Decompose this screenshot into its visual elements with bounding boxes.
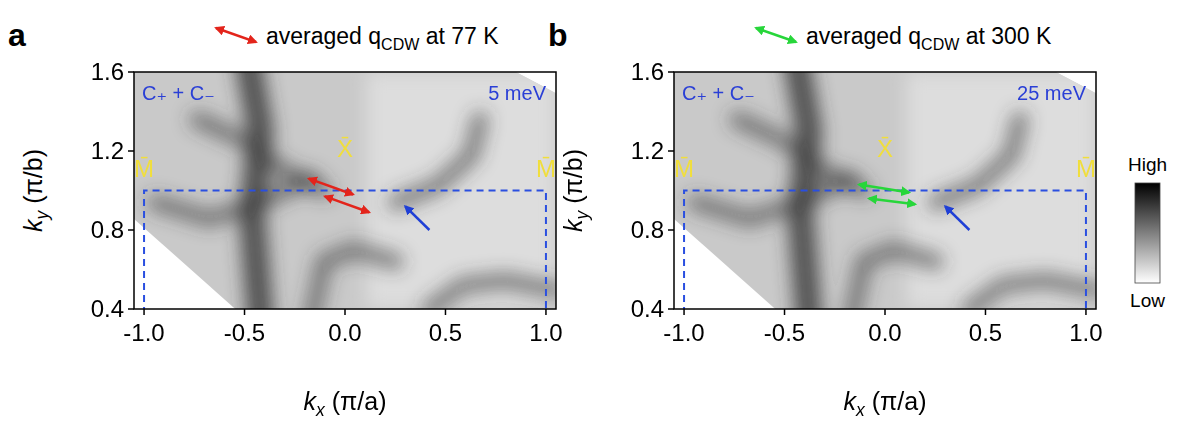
colorbar-low: Low	[1130, 290, 1165, 311]
x-tick	[1085, 309, 1087, 315]
colorbar-high: High	[1128, 154, 1167, 175]
x-tick-label: -1.0	[123, 319, 164, 346]
map-label: C₊ + C₋	[142, 82, 215, 104]
y-axis-title: ky (π/b)	[559, 149, 592, 232]
panel: b averaged qCDW at 300 K C₊ + C₋ 25 meV M̄ X̄…	[548, 17, 1167, 420]
x-tick	[244, 309, 246, 315]
symmetry-point: X̄	[337, 135, 353, 162]
q-arrow	[859, 185, 909, 193]
x-tick-label: 1.0	[529, 319, 562, 346]
x-tick	[445, 309, 447, 315]
figure: aaveraged qCDW at 77 KC₊ + C₋5 meVM̄X̄M̄…	[0, 0, 1182, 425]
y-tick-label: 0.8	[91, 216, 124, 243]
legend-part: averaged q	[266, 23, 381, 49]
y-tick	[668, 150, 674, 152]
symmetry-point: M̄	[536, 155, 556, 182]
legend-sub: CDW	[921, 36, 960, 53]
y-tick-label: 1.2	[631, 137, 664, 164]
y-axis-title: ky (π/b)	[19, 149, 52, 232]
q-arrow	[309, 179, 353, 195]
energy-label: 5 meV	[488, 82, 546, 104]
x-tick-label: -0.5	[764, 319, 805, 346]
y-tick	[668, 71, 674, 73]
map-feature	[851, 250, 935, 309]
zone-boundary	[684, 191, 1086, 310]
y-tick-label: 0.4	[631, 295, 664, 322]
y-tick-label: 1.2	[91, 137, 124, 164]
zone-boundary	[144, 191, 546, 310]
legend-part: at 77 K	[419, 23, 499, 49]
map-feature	[155, 179, 311, 219]
y-tick	[668, 229, 674, 231]
x-tick	[545, 309, 547, 315]
symmetry-point: M̄	[674, 155, 694, 182]
panel-letter: b	[548, 17, 568, 53]
x-tick	[985, 309, 987, 315]
legend-part: at 300 K	[959, 23, 1052, 49]
map-feature	[969, 281, 1096, 309]
pointer-arrow	[945, 206, 969, 230]
x-tick-label: -0.5	[224, 319, 265, 346]
y-tick	[128, 71, 134, 73]
pointer-arrow	[405, 206, 429, 230]
label-part: (π/b)	[19, 149, 47, 211]
symmetry-point: X̄	[877, 135, 893, 162]
legend-part: averaged q	[806, 23, 921, 49]
legend-text: averaged qCDW at 77 K	[266, 23, 499, 53]
colorbar	[1135, 183, 1160, 283]
x-tick	[884, 309, 886, 315]
label-part: (π/a)	[865, 387, 927, 415]
x-tick-label: 0.0	[328, 319, 361, 346]
panel-letter: a	[8, 17, 26, 53]
legend-arrow	[216, 28, 256, 42]
x-tick-label: 0.0	[868, 319, 901, 346]
x-tick-label: 0.5	[969, 319, 1002, 346]
plot-frame	[674, 72, 1096, 309]
y-tick-label: 0.8	[631, 216, 664, 243]
y-tick	[128, 229, 134, 231]
label-part: (π/b)	[559, 149, 587, 211]
plot-area	[134, 72, 556, 309]
x-tick	[784, 309, 786, 315]
x-tick-label: 1.0	[1069, 319, 1102, 346]
x-tick	[344, 309, 346, 315]
legend-sub: CDW	[381, 36, 420, 53]
x-tick-label: 0.5	[429, 319, 462, 346]
x-tick	[143, 309, 145, 315]
legend-arrow	[756, 28, 796, 42]
q-arrow	[325, 196, 369, 212]
x-tick	[683, 309, 685, 315]
label-part: (π/a)	[325, 387, 387, 415]
y-tick-label: 1.6	[91, 58, 124, 85]
x-axis-title: kx (π/a)	[844, 387, 927, 420]
plot-area	[674, 72, 1096, 309]
legend-text: averaged qCDW at 300 K	[806, 23, 1052, 53]
intensity-map	[674, 72, 1096, 309]
symmetry-point: M̄	[1076, 155, 1096, 182]
y-tick	[128, 308, 134, 310]
y-tick-label: 1.6	[631, 58, 664, 85]
map-feature	[429, 281, 556, 309]
y-tick-label: 0.4	[91, 295, 124, 322]
map-label: C₊ + C₋	[682, 82, 755, 104]
x-tick-label: -1.0	[663, 319, 704, 346]
map-feature	[197, 119, 324, 190]
map-feature	[695, 179, 851, 219]
y-tick	[128, 150, 134, 152]
plot-frame	[134, 72, 556, 309]
map-feature	[311, 250, 395, 309]
map-feature	[737, 119, 864, 190]
intensity-map	[134, 72, 556, 309]
energy-label: 25 meV	[1017, 82, 1087, 104]
panel: a averaged qCDW at 77 K C₊ + C₋ 5 meV M̄ X̄ M̄…	[8, 17, 563, 420]
symmetry-point: M̄	[134, 155, 154, 182]
x-axis-title: kx (π/a)	[304, 387, 387, 420]
y-tick	[668, 308, 674, 310]
q-arrow	[869, 198, 915, 204]
